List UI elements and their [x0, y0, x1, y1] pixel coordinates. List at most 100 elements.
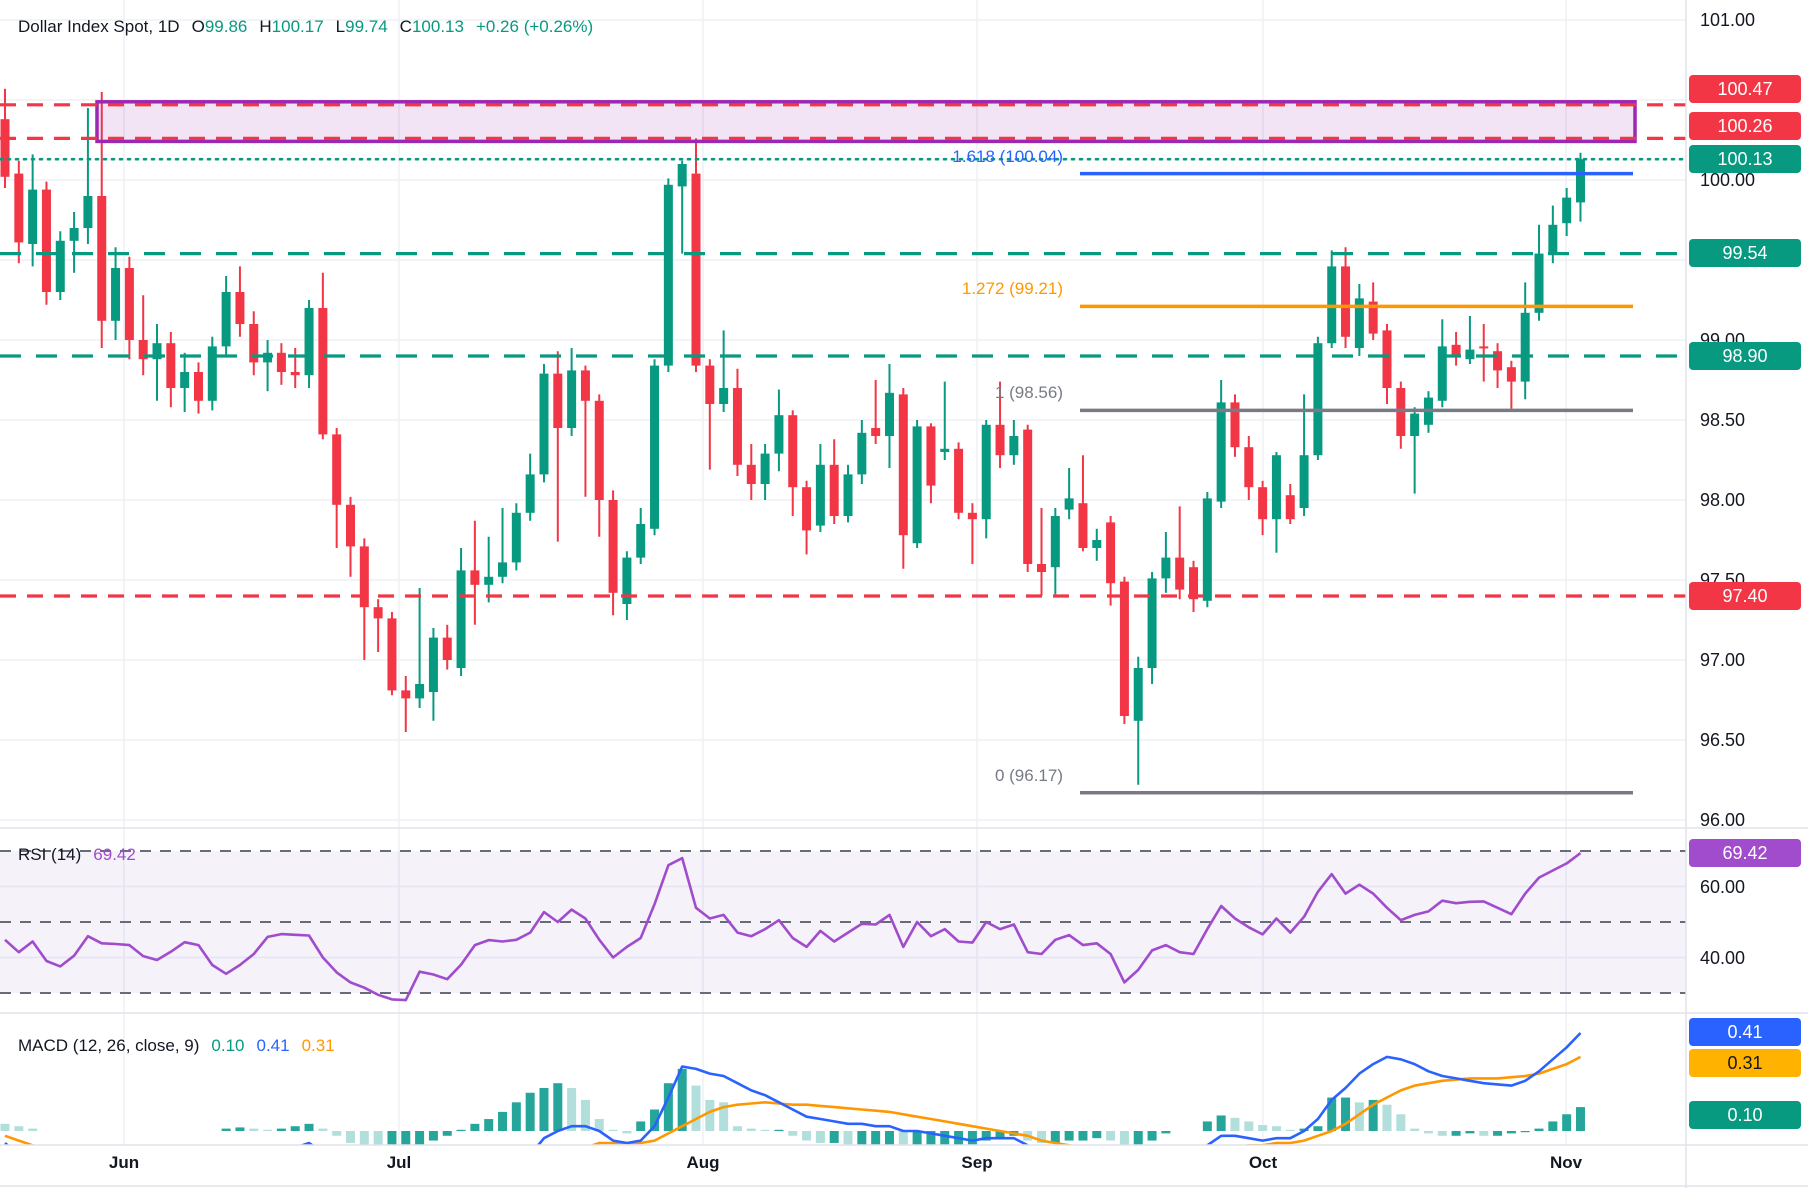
macd-histogram-bar [28, 1128, 38, 1131]
macd-histogram-bar [898, 1131, 908, 1145]
macd-histogram-bar [1230, 1117, 1240, 1131]
macd-histogram-bar [663, 1083, 673, 1131]
macd-histogram-bar [498, 1111, 508, 1131]
macd-histogram-bar [1410, 1128, 1420, 1131]
price-pane[interactable] [0, 88, 1686, 795]
macd-histogram-bar [1064, 1131, 1074, 1141]
macd-histogram-bar [1493, 1131, 1503, 1136]
macd-histogram-bar [1479, 1131, 1489, 1136]
macd-histogram-bar [442, 1131, 452, 1136]
macd-histogram-bar [1161, 1131, 1171, 1134]
macd-histogram-bar [580, 1099, 590, 1131]
macd-histogram-bar [373, 1131, 383, 1145]
macd-histogram-bar [221, 1128, 231, 1131]
macd-signal-line [4, 1055, 1582, 1145]
macd-histogram-bar [1437, 1131, 1447, 1136]
macd-histogram-bar [359, 1131, 369, 1145]
macd-histogram-bar [470, 1123, 480, 1131]
macd-histogram-bar [14, 1126, 24, 1131]
macd-histogram-bar [760, 1129, 770, 1131]
macd-histogram-bar [926, 1131, 936, 1145]
macd-histogram-bar [1368, 1099, 1378, 1131]
macd-histogram-bar [995, 1131, 1005, 1139]
macd-histogram-bar [940, 1131, 950, 1145]
macd-histogram-bar [415, 1131, 425, 1145]
macd-histogram-bar [1106, 1131, 1116, 1141]
macd-histogram-bar [1327, 1097, 1337, 1131]
macd-histogram-bar [332, 1131, 342, 1136]
macd-histogram-bar [1534, 1128, 1544, 1131]
macd-histogram-bar [1575, 1107, 1585, 1131]
macd-histogram-bar [788, 1131, 798, 1136]
macd-histogram-bar [1520, 1131, 1530, 1133]
macd-histogram-bar [1396, 1114, 1406, 1131]
macd-histogram-bar [1244, 1121, 1254, 1131]
macd-histogram-bar [304, 1123, 314, 1131]
macd-histogram-bar [235, 1127, 245, 1131]
macd-histogram-bar [1092, 1131, 1102, 1139]
macd-histogram-bar [608, 1129, 618, 1131]
macd-histogram-bar [622, 1131, 632, 1134]
macd-histogram-bar [1548, 1121, 1558, 1131]
candlestick-series [0, 88, 1585, 785]
resistance-zone-box[interactable] [95, 100, 1637, 144]
macd-histogram-bar [1354, 1102, 1364, 1131]
macd-histogram-bar [1271, 1126, 1281, 1131]
macd-histogram-bar [884, 1131, 894, 1145]
macd-histogram-bar [1465, 1131, 1475, 1134]
macd-histogram-bar [428, 1131, 438, 1141]
macd-histogram-bar [1078, 1131, 1088, 1141]
macd-histogram-bar [1050, 1131, 1060, 1143]
macd-histogram-bar [1451, 1131, 1461, 1136]
macd-histogram-bar [387, 1131, 397, 1145]
macd-histogram-bar [1562, 1114, 1572, 1131]
macd-histogram-bar [1133, 1131, 1143, 1145]
macd-histogram-bar [1216, 1115, 1226, 1131]
macd-histogram-bar [1423, 1131, 1433, 1134]
macd-histogram-bar [525, 1092, 535, 1131]
macd-histogram-bar [1202, 1121, 1212, 1131]
macd-histogram-bar [732, 1126, 742, 1131]
macd-histogram-bar [774, 1129, 784, 1131]
macd-histogram-bar [1382, 1104, 1392, 1131]
macd-histogram-bar [1258, 1125, 1268, 1131]
macd-histogram-bar [967, 1131, 977, 1145]
macd-histogram-bar [636, 1121, 646, 1131]
macd-histogram-bar [318, 1128, 328, 1131]
macd-histogram-bar [1341, 1097, 1351, 1131]
macd-histogram-bar [263, 1129, 273, 1131]
macd-histogram-bar [843, 1131, 853, 1145]
macd-histogram-bar [456, 1129, 466, 1131]
macd-histogram-bar [594, 1119, 604, 1131]
macd-histogram-bar [746, 1128, 756, 1131]
rsi-pane[interactable] [0, 850, 1686, 1002]
macd-histogram-bar [1506, 1131, 1516, 1134]
macd-histogram-bar [539, 1087, 549, 1131]
macd-histogram-bar [815, 1131, 825, 1143]
macd-histogram-bar [829, 1131, 839, 1143]
grid [0, 0, 1686, 1145]
macd-histogram-bar [276, 1128, 286, 1131]
macd-histogram-bar [511, 1102, 521, 1131]
macd-histogram-bar [401, 1131, 411, 1145]
macd-histogram-bar [691, 1085, 701, 1131]
macd-histogram-bar [290, 1126, 300, 1131]
macd-histogram-bar [249, 1128, 259, 1131]
macd-histogram-bar [553, 1083, 563, 1131]
macd-histogram-bar [567, 1087, 577, 1131]
macd-histogram-bar [802, 1131, 812, 1141]
macd-histogram-bar [705, 1099, 715, 1131]
macd-histogram-bar [346, 1131, 355, 1143]
macd-pane[interactable] [0, 1032, 1585, 1188]
macd-histogram-bar [1037, 1131, 1046, 1143]
macd-histogram-bar [981, 1131, 991, 1141]
macd-histogram-bar [0, 1123, 10, 1131]
macd-histogram-bar [1119, 1131, 1129, 1145]
macd-line [4, 1032, 1582, 1145]
macd-histogram-bar [1313, 1126, 1323, 1131]
macd-histogram-bar [484, 1119, 494, 1131]
macd-histogram-bar [1285, 1129, 1295, 1131]
macd-histogram-bar [912, 1131, 922, 1145]
